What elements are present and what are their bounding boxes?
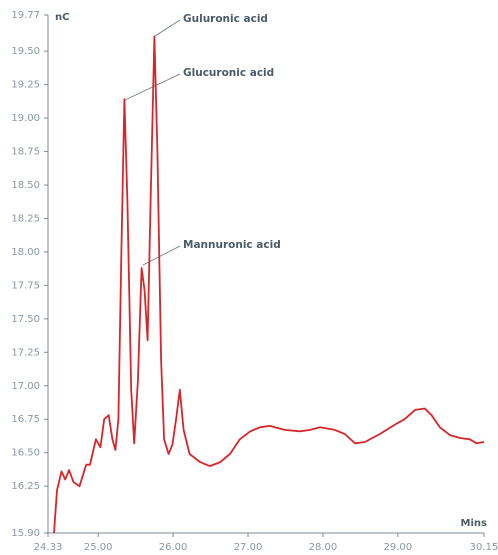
y-tick-label: 19.50 [11, 46, 40, 57]
y-tick-label: 17.75 [11, 280, 40, 291]
y-tick-label: 18.00 [11, 247, 40, 258]
x-tick-label: 26.00 [159, 542, 188, 553]
annotation: Mannuronic acid [183, 239, 281, 251]
x-tick-label: 30.15 [470, 542, 498, 553]
y-axis-label: nC [55, 12, 69, 23]
y-tick-label: 19.00 [11, 113, 40, 124]
x-tick-label: 24.33 [34, 542, 63, 553]
x-tick-label: 28.00 [309, 542, 338, 553]
annotation-leader [154, 19, 181, 37]
x-tick-label: 25.00 [84, 542, 113, 553]
y-tick-label: 15.90 [11, 528, 40, 539]
y-tick-label: 18.50 [11, 180, 40, 191]
y-tick-label: 16.25 [11, 481, 40, 492]
annotation: Glucuronic acid [183, 67, 274, 79]
y-tick-label: 17.25 [11, 347, 40, 358]
y-tick-label: 19.25 [11, 80, 40, 91]
x-axis-label: Mins [461, 518, 487, 529]
data-line [53, 35, 485, 534]
y-tick-label: 18.75 [11, 147, 40, 158]
x-tick-label: 27.00 [234, 542, 263, 553]
y-tick-label: 19.77 [11, 10, 40, 21]
y-tick-label: 17.00 [11, 381, 40, 392]
x-tick-label: 29.00 [384, 542, 413, 553]
y-tick-label: 17.50 [11, 314, 40, 325]
y-tick-label: 16.75 [11, 414, 40, 425]
y-tick-label: 16.50 [11, 448, 40, 459]
y-tick-label: 18.25 [11, 213, 40, 224]
annotation: Guluronic acid [183, 13, 268, 25]
